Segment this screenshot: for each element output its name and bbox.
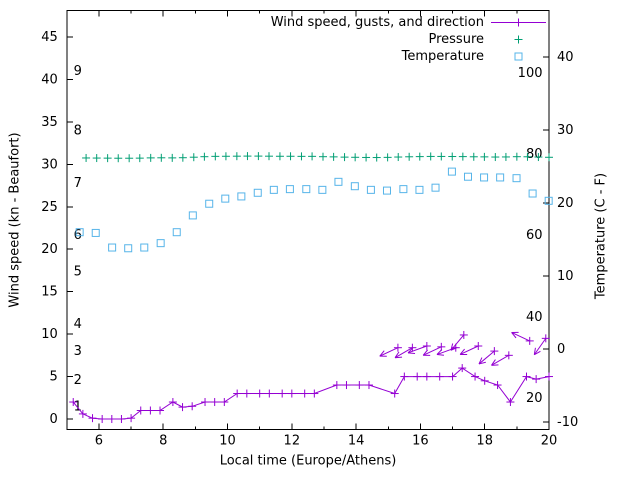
tick-label: 8 (74, 123, 82, 138)
legend-label-pressure: Pressure (428, 32, 484, 47)
tick-label: 60 (526, 228, 543, 243)
tick-label: 40 (526, 310, 543, 325)
tick-label: 4 (74, 317, 82, 332)
legend-label-wind: Wind speed, gusts, and direction (270, 15, 484, 30)
x-axis-title: Local time (Europe/Athens) (219, 453, 397, 469)
x-axis-ticks: 6 8 10 12 14 16 18 20 (66, 10, 558, 448)
tick-label: 5 (50, 370, 58, 385)
tick-label: 20 (541, 433, 558, 448)
tick-label: 12 (284, 433, 301, 448)
tick-label: 9 (74, 64, 82, 79)
y-axis-title-left: Wind speed (kn - Beaufort) (7, 132, 23, 308)
legend-samples (491, 18, 546, 61)
y-axis-title-right: Temperature (C - F) (593, 172, 609, 300)
tick-label: 40 (557, 50, 574, 65)
tick-label: 3 (74, 344, 82, 359)
tick-label: 100 (518, 66, 543, 81)
tick-label: 80 (526, 147, 543, 162)
tick-label: 14 (348, 433, 365, 448)
tick-label: 15 (41, 285, 58, 300)
plot-border (66, 9, 550, 430)
tick-label: 2 (74, 373, 82, 388)
y-right-ticks: -10 0 10 20 30 40 20 40 60 80 100 (518, 50, 579, 430)
tick-label: 16 (412, 433, 429, 448)
tick-label: 20 (526, 391, 543, 406)
legend-label-temperature: Temperature (401, 49, 484, 64)
tick-label: 10 (557, 269, 574, 284)
tick-label: 6 (95, 433, 103, 448)
series-temperature (75, 167, 553, 253)
tick-label: 0 (557, 342, 565, 357)
tick-label: 18 (476, 433, 493, 448)
series-pressure (82, 152, 553, 163)
tick-label: 30 (41, 157, 58, 172)
tick-label: 7 (74, 176, 82, 191)
tick-label: 5 (74, 264, 82, 279)
tick-label: 25 (41, 200, 58, 215)
tick-label: -10 (557, 415, 578, 430)
tick-label: 0 (50, 412, 58, 427)
series-wind-speed (69, 364, 553, 423)
tick-label: 20 (557, 196, 574, 211)
tick-label: 20 (41, 242, 58, 257)
series-wind-gusts-and-direction (379, 330, 550, 366)
tick-label: 35 (41, 115, 58, 130)
tick-label: 10 (41, 327, 58, 342)
tick-label: 40 (41, 72, 58, 87)
tick-label: 10 (219, 433, 236, 448)
tick-label: 8 (159, 433, 167, 448)
tick-label: 30 (557, 123, 574, 138)
tick-label: 1 (74, 399, 82, 414)
tick-label: 45 (41, 30, 58, 45)
